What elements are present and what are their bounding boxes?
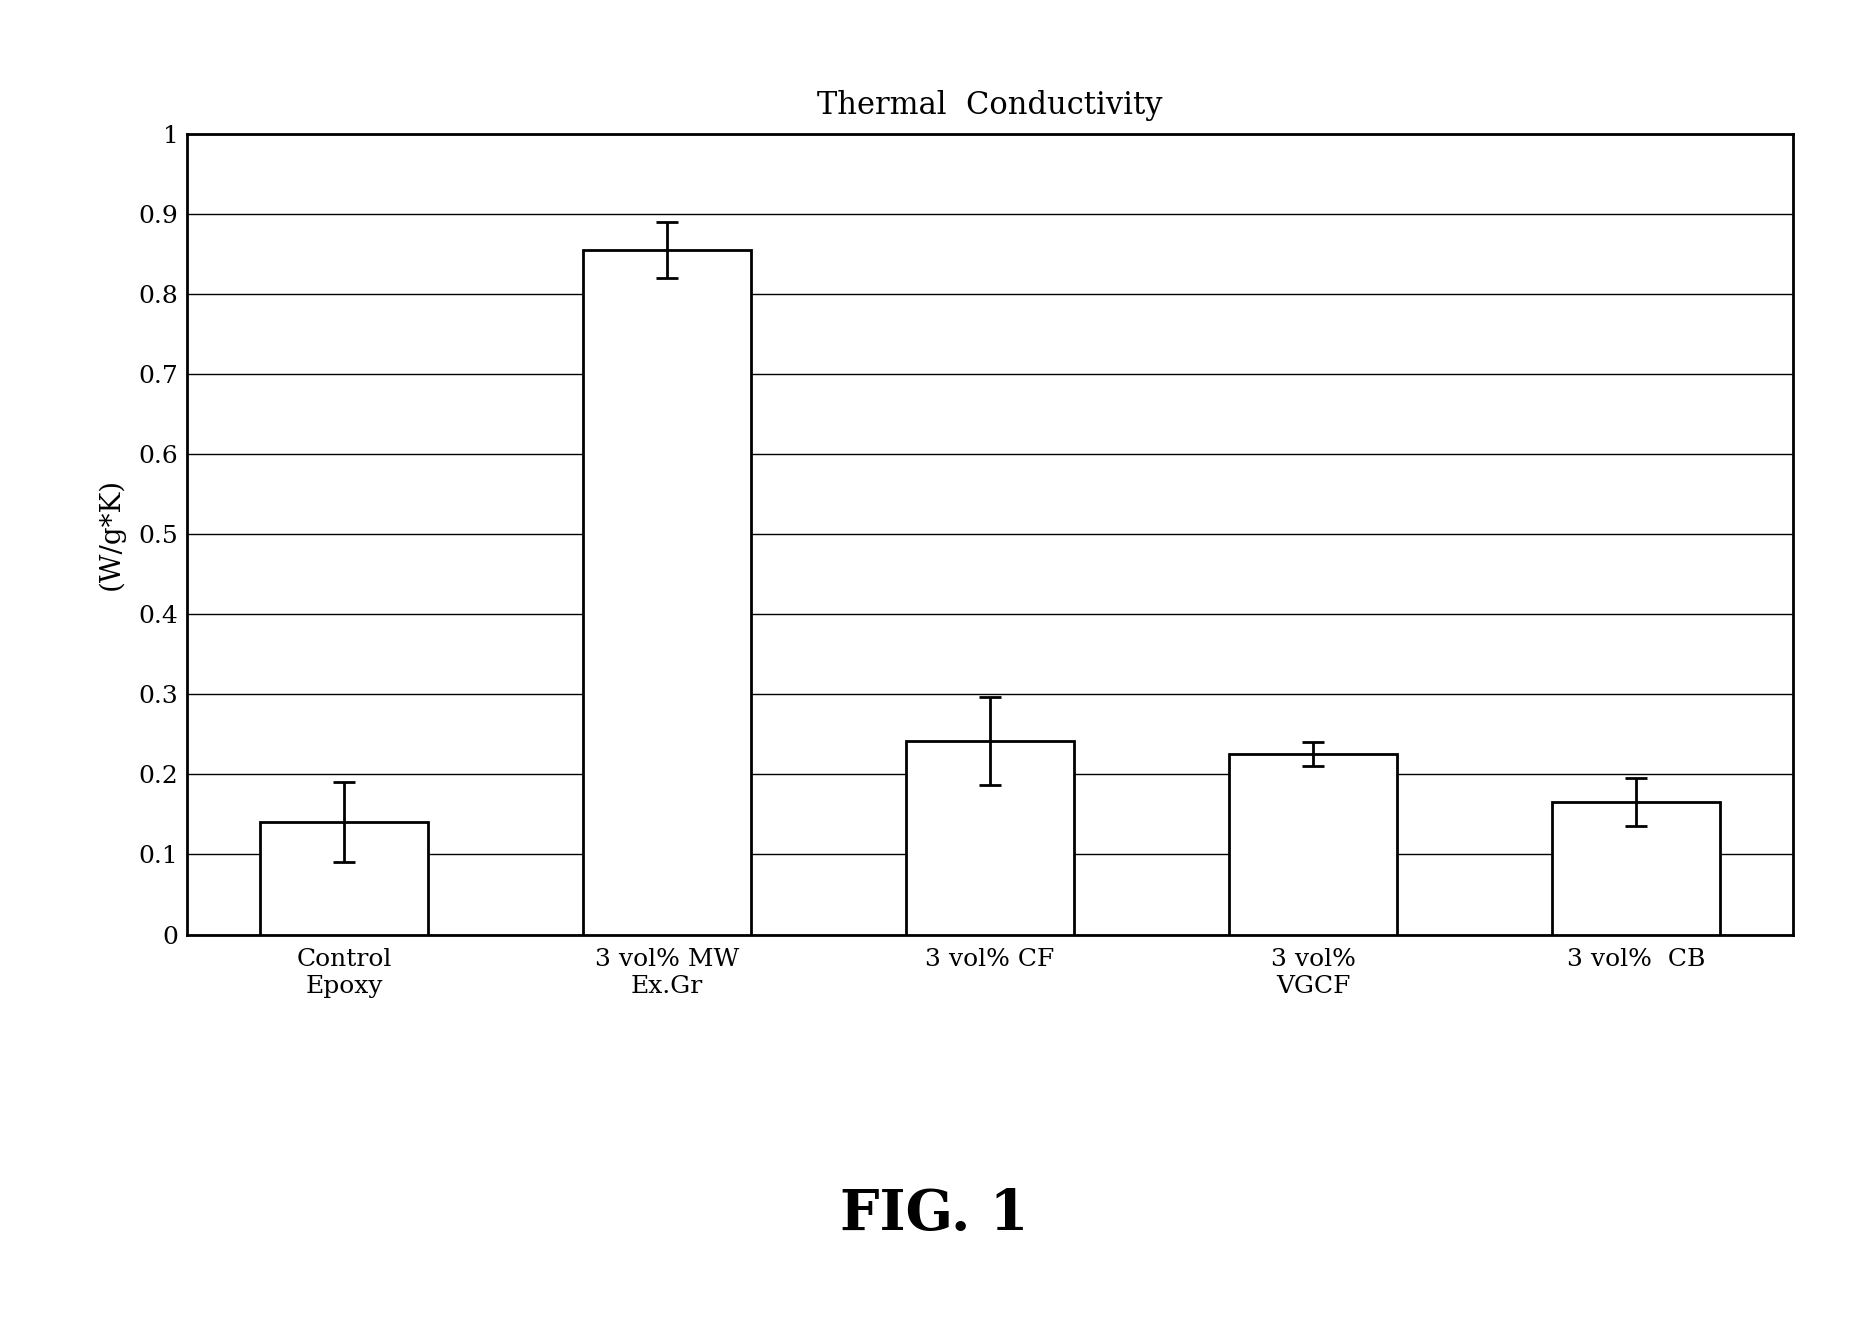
Bar bbox=[1552, 802, 1720, 934]
Bar bbox=[583, 250, 751, 934]
Title: Thermal  Conductivity: Thermal Conductivity bbox=[818, 89, 1162, 121]
Bar bbox=[260, 822, 428, 934]
Text: FIG. 1: FIG. 1 bbox=[841, 1187, 1027, 1243]
Bar bbox=[906, 741, 1074, 934]
Y-axis label: (W/g*K): (W/g*K) bbox=[97, 478, 125, 590]
Bar bbox=[1229, 754, 1397, 934]
